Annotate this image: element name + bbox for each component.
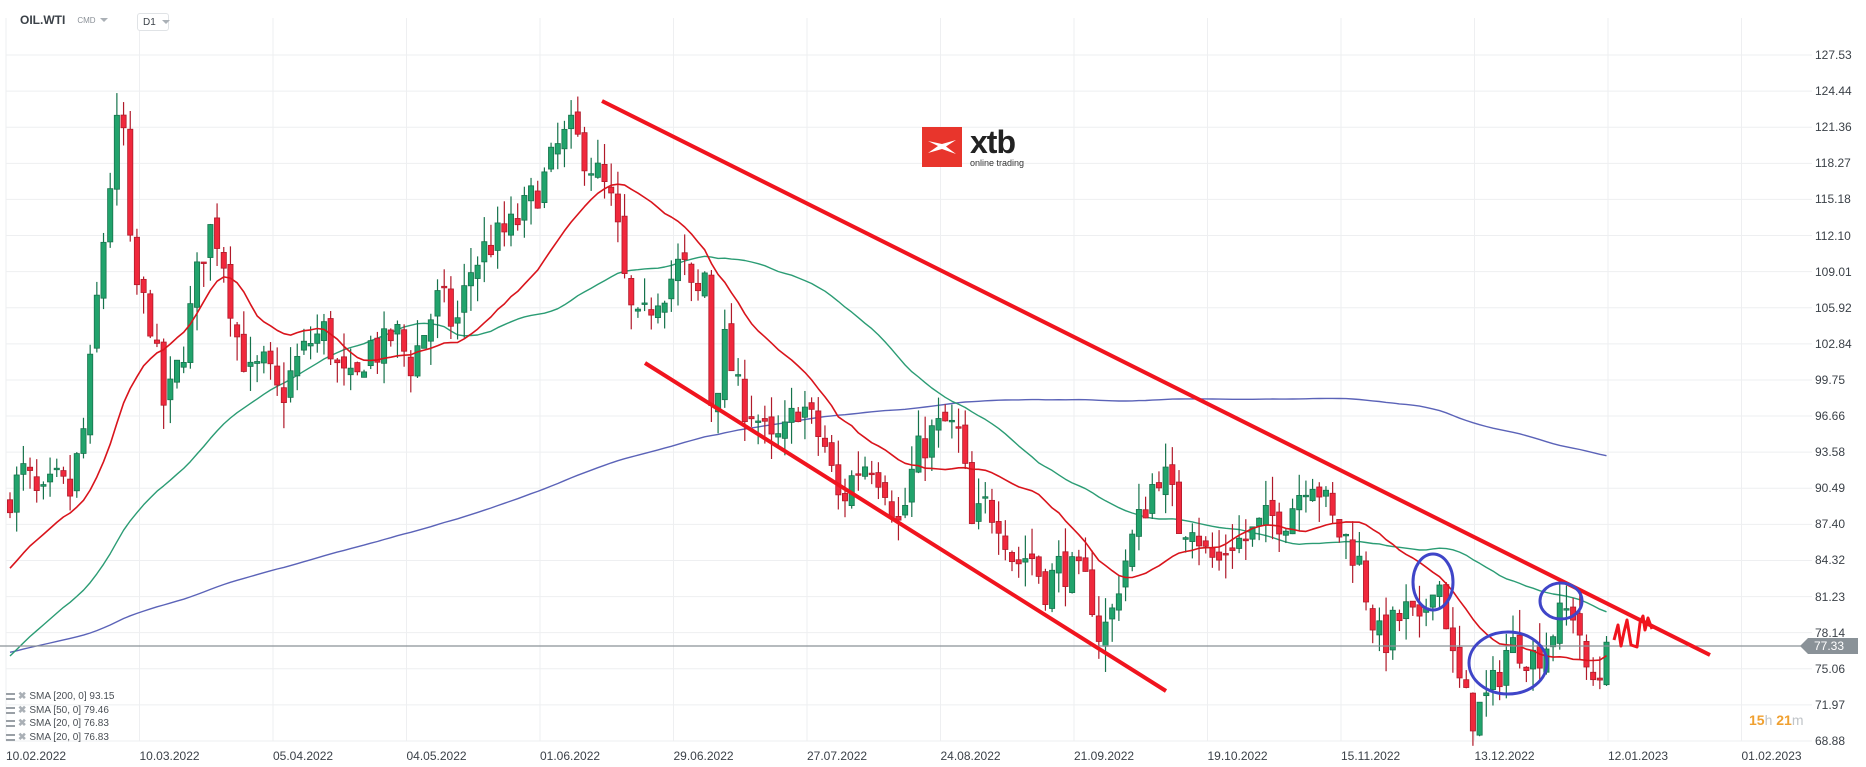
- timeframe-value: D1: [143, 16, 156, 28]
- legend-row: ✖ SMA [50, 0] 79.46: [6, 704, 114, 718]
- date-tick-label: 01.02.2023: [1741, 749, 1802, 763]
- date-tick-label: 27.07.2022: [807, 749, 868, 763]
- date-tick-label: 24.08.2022: [940, 749, 1001, 763]
- price-tick-label: 109.01: [1815, 264, 1852, 279]
- timer-m-unit: m: [1791, 712, 1804, 728]
- highlight-circle-3[interactable]: [1538, 581, 1584, 621]
- symbol-label: OIL.WTI: [20, 13, 66, 27]
- price-tick-label: 93.58: [1815, 445, 1846, 460]
- legend-row: ✖ SMA [20, 0] 76.83: [6, 717, 114, 731]
- price-tick-label: 75.06: [1815, 661, 1846, 676]
- projection-scribble[interactable]: [1612, 614, 1654, 649]
- date-tick-label: 13.12.2022: [1474, 749, 1535, 763]
- xtb-logo: xtb online trading: [922, 126, 1024, 168]
- date-tick-label: 01.06.2022: [540, 749, 601, 763]
- price-tick-label: 102.84: [1815, 336, 1852, 351]
- settings-icon[interactable]: [6, 733, 15, 741]
- date-tick-label: 29.06.2022: [673, 749, 734, 763]
- logo-wordmark: xtb: [970, 124, 1016, 160]
- timer-minutes: 21: [1776, 712, 1792, 728]
- candle-countdown: 15h 21m: [1749, 712, 1804, 728]
- date-tick-label: 15.11.2022: [1341, 749, 1401, 763]
- price-tick-label: 105.92: [1815, 300, 1852, 315]
- price-tick-label: 121.36: [1815, 120, 1852, 135]
- price-tick-label: 81.23: [1815, 589, 1846, 604]
- price-tick-label: 68.88: [1815, 734, 1846, 748]
- legend-label: SMA [200, 0] 93.15: [29, 691, 115, 702]
- date-tick-label: 19.10.2022: [1207, 749, 1268, 763]
- legend-label: SMA [20, 0] 76.83: [29, 731, 109, 743]
- chevron-down-icon: [161, 20, 170, 24]
- price-tick-label: 118.27: [1815, 156, 1851, 171]
- close-icon[interactable]: ✖: [18, 704, 27, 716]
- settings-icon[interactable]: [6, 706, 15, 714]
- highlight-circle-2[interactable]: [1467, 630, 1549, 696]
- sma-20-line: [9, 183, 1607, 662]
- close-icon[interactable]: ✖: [18, 691, 27, 702]
- chart-header: OIL.WTI CMD: [20, 13, 108, 27]
- settings-icon[interactable]: [6, 693, 15, 701]
- category-label: CMD: [77, 15, 96, 25]
- drawn-annotations: [601, 99, 1711, 696]
- price-tick-label: 71.97: [1815, 697, 1846, 712]
- price-tick-label: 78.14: [1815, 625, 1846, 640]
- indicator-legend: ✖ SMA [200, 0] 93.15 ✖ SMA [50, 0] 79.46 ✖…: [6, 690, 114, 744]
- price-tick-label: 96.66: [1815, 409, 1846, 424]
- legend-label: SMA [20, 0] 76.83: [29, 718, 109, 729]
- settings-icon[interactable]: [6, 720, 15, 728]
- current-price-badge: 77.33: [1800, 638, 1858, 654]
- price-tick-label: 99.75: [1815, 372, 1846, 387]
- symbol-selector[interactable]: CMD: [75, 15, 108, 25]
- price-tick-label: 112.10: [1815, 228, 1851, 243]
- timer-h-unit: h: [1764, 712, 1773, 728]
- chevron-down-icon: [99, 18, 108, 22]
- timer-hours: 15: [1749, 712, 1765, 728]
- price-tick-label: 84.32: [1815, 553, 1846, 568]
- price-tick-label: 115.18: [1815, 192, 1851, 207]
- price-tick-label: 127.53: [1815, 48, 1852, 62]
- candlestick-series: [7, 93, 1610, 746]
- current-price-value: 77.33: [1814, 639, 1845, 653]
- highlight-circle-1[interactable]: [1411, 552, 1455, 612]
- date-tick-label: 10.02.2022: [6, 749, 67, 763]
- price-tick-label: 87.40: [1815, 517, 1846, 532]
- date-tick-label: 12.01.2023: [1608, 749, 1669, 763]
- sma-200-line: [9, 397, 1607, 653]
- legend-row: ✖ SMA [20, 0] 76.83: [6, 731, 114, 745]
- upper-trendline[interactable]: [601, 99, 1711, 657]
- legend-label: SMA [50, 0] 79.46: [29, 704, 109, 716]
- legend-row: ✖ SMA [200, 0] 93.15: [6, 690, 114, 704]
- date-tick-label: 10.03.2022: [139, 749, 200, 763]
- price-tick-label: 124.44: [1815, 84, 1852, 99]
- date-tick-label: 04.05.2022: [406, 749, 467, 763]
- sma-50-line: [9, 255, 1607, 657]
- logo-tagline: online trading: [970, 158, 1025, 168]
- date-tick-label: 21.09.2022: [1074, 749, 1135, 763]
- timeframe-select[interactable]: D1: [137, 13, 170, 31]
- channel-lower-trendline[interactable]: [643, 361, 1168, 693]
- date-tick-label: 05.04.2022: [273, 749, 334, 763]
- price-tick-label: 90.49: [1815, 481, 1846, 496]
- close-icon[interactable]: ✖: [18, 731, 27, 743]
- xtb-logo-mark-icon: [922, 127, 962, 167]
- close-icon[interactable]: ✖: [18, 718, 27, 729]
